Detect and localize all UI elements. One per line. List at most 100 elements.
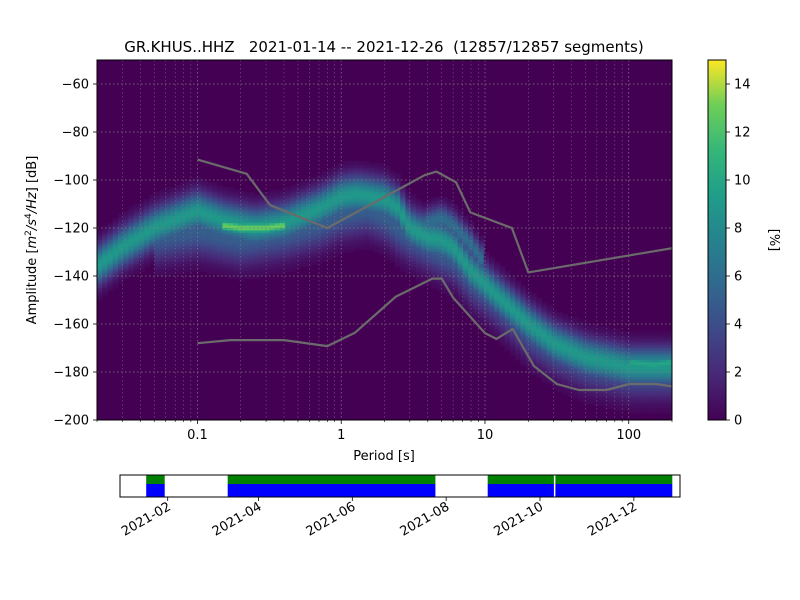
heatmap-cell xyxy=(598,364,605,368)
heatmap-cell xyxy=(138,232,145,236)
heatmap-cell xyxy=(588,355,595,359)
heatmap-cell xyxy=(384,208,391,212)
heatmap-cell xyxy=(609,345,616,349)
heatmap-cell xyxy=(509,350,516,354)
heatmap-cell xyxy=(515,300,522,303)
heatmap-cell xyxy=(368,235,375,239)
heatmap-cell xyxy=(358,237,365,241)
heatmap-cell xyxy=(499,268,506,272)
heatmap-cell xyxy=(588,364,595,368)
heatmap-cell xyxy=(363,213,370,217)
heatmap-cell xyxy=(133,213,140,217)
heatmap-cell xyxy=(400,240,407,243)
heatmap-cell xyxy=(243,225,250,229)
heatmap-cell xyxy=(635,388,642,392)
heatmap-cell xyxy=(520,295,527,299)
heatmap-cell xyxy=(264,216,271,219)
heatmap-cell xyxy=(577,355,584,359)
heatmap-cell xyxy=(494,324,501,327)
heatmap-cell xyxy=(394,189,401,193)
heatmap-cell xyxy=(248,201,255,205)
heatmap-cell xyxy=(180,254,187,258)
heatmap-cell xyxy=(593,369,600,373)
heatmap-cell xyxy=(300,249,307,253)
heatmap-cell xyxy=(609,343,616,347)
heatmap-cell xyxy=(290,244,297,248)
heatmap-cell xyxy=(452,283,459,287)
heatmap-cell xyxy=(217,254,224,258)
heatmap-cell xyxy=(525,343,532,347)
heatmap-cell xyxy=(185,216,192,219)
heatmap-cell xyxy=(327,201,333,205)
heatmap-cell xyxy=(316,208,323,212)
heatmap-cell xyxy=(640,405,647,409)
heatmap-cell xyxy=(400,261,407,265)
heatmap-cell xyxy=(347,237,354,241)
heatmap-cell xyxy=(562,360,569,363)
heatmap-cell xyxy=(661,343,668,347)
heatmap-cell xyxy=(598,326,605,330)
heatmap-cell xyxy=(97,295,103,299)
heatmap-cell xyxy=(342,237,349,241)
heatmap-cell xyxy=(530,326,537,330)
heatmap-cell xyxy=(499,292,506,296)
heatmap-cell xyxy=(316,252,323,255)
heatmap-cell xyxy=(426,276,433,279)
heatmap-cell xyxy=(394,208,401,212)
heatmap-cell xyxy=(384,213,391,217)
heatmap-cell xyxy=(572,326,579,330)
heatmap-cell xyxy=(222,244,229,248)
heatmap-cell xyxy=(656,405,663,409)
heatmap-cell xyxy=(588,331,595,335)
heatmap-cell xyxy=(389,228,396,231)
heatmap-cell xyxy=(405,225,412,229)
heatmap-cell xyxy=(499,304,506,308)
heatmap-cell xyxy=(661,374,668,378)
heatmap-cell xyxy=(206,184,213,188)
heatmap-cell xyxy=(332,232,339,236)
heatmap-cell xyxy=(123,213,129,217)
heatmap-cell xyxy=(604,367,610,371)
heatmap-cell xyxy=(520,297,527,301)
heatmap-cell xyxy=(279,271,286,275)
heatmap-cell xyxy=(640,331,647,335)
heatmap-cell xyxy=(661,372,668,375)
heatmap-cell xyxy=(347,170,354,174)
heatmap-cell xyxy=(97,237,103,241)
heatmap-cell xyxy=(666,336,672,339)
heatmap-cell xyxy=(279,256,286,260)
heatmap-cell xyxy=(332,177,339,181)
heatmap-cell xyxy=(557,381,563,385)
heatmap-cell xyxy=(285,268,292,272)
heatmap-cell xyxy=(154,228,161,231)
heatmap-cell xyxy=(232,237,239,241)
heatmap-cell xyxy=(593,340,600,344)
heatmap-cell xyxy=(426,199,433,203)
heatmap-cell xyxy=(515,345,522,349)
heatmap-cell xyxy=(285,240,292,243)
heatmap-cell xyxy=(201,256,208,260)
heatmap-cell xyxy=(405,196,412,200)
heatmap-cell xyxy=(149,232,156,236)
heatmap-cell xyxy=(295,252,302,255)
heatmap-cell xyxy=(551,336,558,339)
heatmap-cell xyxy=(259,237,265,241)
heatmap-cell xyxy=(656,333,663,337)
heatmap-cell xyxy=(159,216,166,219)
heatmap-cell xyxy=(609,348,616,351)
heatmap-cell xyxy=(630,362,637,366)
heatmap-cell xyxy=(541,324,548,327)
heatmap-cell xyxy=(604,384,610,387)
heatmap-cell xyxy=(525,290,532,294)
heatmap-cell xyxy=(567,350,574,354)
heatmap-cell xyxy=(619,345,626,349)
heatmap-cell xyxy=(201,196,208,200)
heatmap-cell xyxy=(593,367,600,371)
heatmap-cell xyxy=(536,300,542,303)
heatmap-cell xyxy=(363,225,370,229)
heatmap-cell xyxy=(415,199,422,203)
heatmap-cell xyxy=(525,364,532,368)
heatmap-cell xyxy=(536,357,542,361)
heatmap-cell xyxy=(478,302,485,306)
heatmap-cell xyxy=(259,201,265,205)
